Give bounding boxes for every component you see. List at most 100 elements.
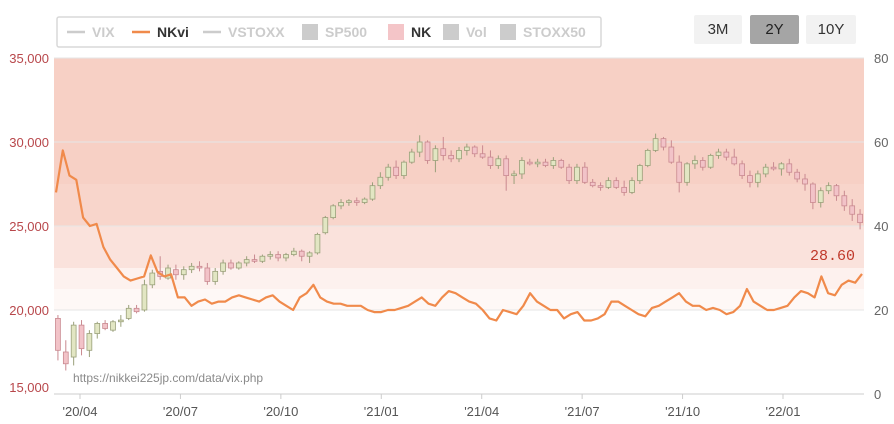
range-10y-button[interactable]: 10Y <box>806 15 856 44</box>
nk-candle <box>581 162 588 184</box>
nk-candle <box>613 177 620 190</box>
y-left-tick-label: 30,000 <box>9 135 49 150</box>
nk-candle <box>550 157 557 169</box>
nk-candle <box>534 158 541 168</box>
nk-candle <box>259 254 266 263</box>
nk-candle <box>810 182 816 210</box>
last-value-label: 28.60 <box>810 248 855 265</box>
legend-item-vstoxx[interactable]: VSTOXX <box>203 24 285 40</box>
nk-candle <box>731 148 738 166</box>
x-tick-label: '20/10 <box>263 404 298 419</box>
volatility-band <box>54 184 864 226</box>
range-3m-button[interactable]: 3M <box>694 15 742 44</box>
nk-candle <box>94 321 101 339</box>
nk-candle <box>125 304 132 321</box>
nk-candle <box>487 150 494 169</box>
nk-candle <box>188 262 195 274</box>
nk-candle <box>102 320 108 331</box>
legend-item-stoxx50[interactable]: STOXX50 <box>500 24 586 40</box>
nk-candle <box>133 304 140 314</box>
nk-candle <box>322 215 329 235</box>
nk-candle <box>652 133 659 153</box>
nk-candle <box>754 170 761 188</box>
nk-candle <box>118 315 124 327</box>
nk-candle <box>196 261 203 272</box>
legend-box-symbol <box>388 24 404 40</box>
nk-candle <box>228 259 234 270</box>
y-axis-right: 0 20 40 60 80 <box>874 51 888 402</box>
nk-candle <box>841 190 848 211</box>
nk-candle <box>692 155 698 169</box>
y-right-tick-label: 20 <box>874 303 888 318</box>
nk-candle <box>676 155 683 193</box>
nk-candle <box>408 148 415 164</box>
nk-candle <box>621 180 627 196</box>
nk-candle <box>180 266 187 280</box>
legend-box-symbol <box>302 24 318 40</box>
nk-candle <box>110 320 116 332</box>
nk-candle <box>424 140 431 164</box>
nk-candle <box>353 197 360 206</box>
y-right-tick-label: 40 <box>874 219 888 234</box>
legend-item-vol[interactable]: Vol <box>443 24 487 40</box>
x-tick-label: '20/04 <box>62 404 97 419</box>
nk-candle <box>173 264 179 280</box>
nk-candle <box>291 247 297 257</box>
legend-item-vix[interactable]: VIX <box>67 24 115 40</box>
nk-candle <box>62 340 69 371</box>
x-tick-label: '21/04 <box>464 404 499 419</box>
legend-label: NK <box>411 24 431 40</box>
volatility-bands <box>54 58 864 310</box>
legend-item-nkvi[interactable]: NKvi <box>132 24 189 40</box>
y-right-tick-label: 80 <box>874 51 888 66</box>
nk-candle <box>825 182 832 195</box>
x-tick-label: '21/07 <box>565 404 600 419</box>
legend-label: Vol <box>466 24 487 40</box>
nk-candle <box>660 136 667 151</box>
nk-candle <box>566 163 572 184</box>
x-tick-label: '20/07 <box>163 404 198 419</box>
nk-candle <box>464 143 470 156</box>
nk-candle <box>416 135 423 158</box>
nk-candle <box>212 268 219 285</box>
volatility-band <box>54 226 864 268</box>
nk-candle <box>770 162 777 171</box>
nk-candle <box>558 158 565 169</box>
nk-candle <box>715 148 722 159</box>
legend-label: VSTOXX <box>228 24 285 40</box>
y-right-tick-label: 0 <box>874 387 881 402</box>
y-right-tick-label: 60 <box>874 135 888 150</box>
legend-box-symbol <box>443 24 459 40</box>
nk-candle <box>448 150 454 163</box>
volatility-band <box>54 58 864 184</box>
legend-item-nk[interactable]: NK <box>388 24 431 40</box>
nk-candle <box>55 315 61 361</box>
volatility-band <box>54 268 864 289</box>
nk-candle <box>605 177 612 190</box>
legend-label: STOXX50 <box>523 24 586 40</box>
nk-candle <box>141 279 148 312</box>
nk-candle <box>849 199 856 221</box>
nk-candle <box>283 252 289 262</box>
nk-candle <box>637 163 643 184</box>
nk-candle <box>204 262 211 285</box>
nk-candle <box>684 162 690 186</box>
legend-item-sp500[interactable]: SP500 <box>302 24 367 40</box>
nk-candle <box>165 264 171 280</box>
source-watermark: https://nikkei225jp.com/data/vix.php <box>73 371 263 385</box>
legend-label: NKvi <box>157 24 189 40</box>
legend-frame <box>56 16 602 48</box>
nk-candle <box>574 163 580 184</box>
nk-candle <box>385 163 392 181</box>
nk-candle <box>817 187 824 208</box>
nk-candle <box>589 178 596 188</box>
nk-candle <box>762 163 769 178</box>
nk-candle <box>833 184 840 201</box>
nk-candle <box>794 168 800 183</box>
nk-candle <box>699 157 706 171</box>
nk-candle <box>298 249 305 262</box>
nk-candle <box>440 136 447 161</box>
range-2y-button[interactable]: 2Y <box>750 15 799 44</box>
nk-candle <box>220 259 226 275</box>
nkvi-series-line <box>54 149 863 322</box>
